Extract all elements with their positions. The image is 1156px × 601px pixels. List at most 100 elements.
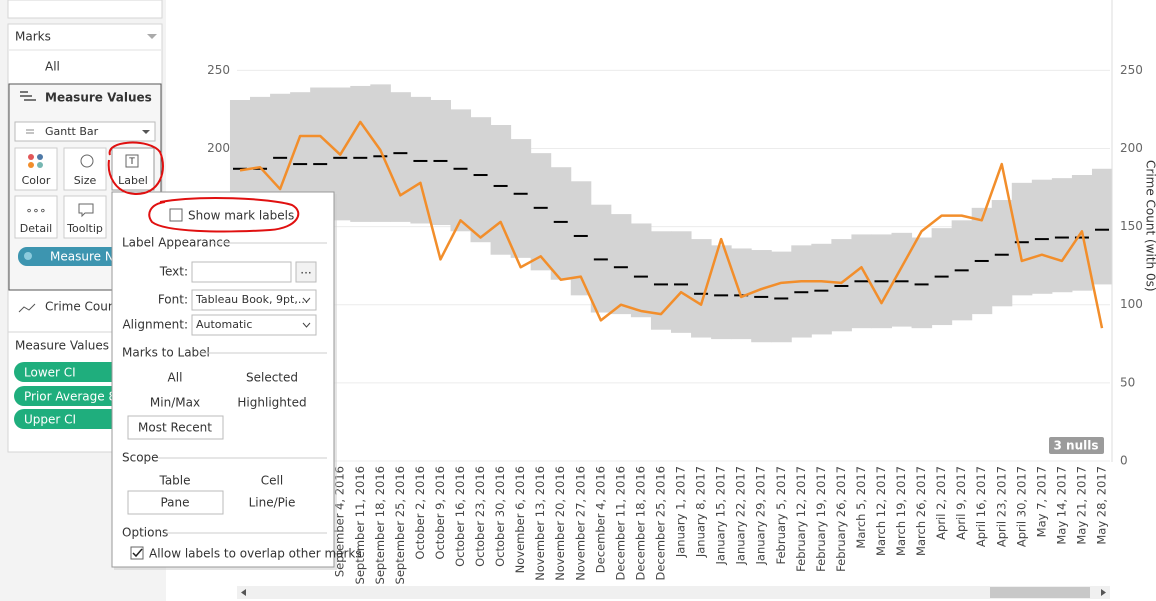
option[interactable]: Cell (261, 474, 283, 488)
y2-tick-label: 0 (1120, 454, 1128, 468)
x-tick-label: December 18, 2016 (633, 466, 647, 581)
y2-tick-label: 150 (1120, 219, 1143, 233)
scrollbar[interactable] (237, 586, 1110, 599)
alignment-dropdown[interactable] (191, 314, 317, 336)
allow-overlap[interactable]: Allow labels to overlap other marks (149, 547, 362, 561)
annotation (107, 141, 164, 196)
marks-dropdown[interactable] (147, 34, 157, 39)
icon (78, 203, 94, 218)
x-tick-label: October 9, 2016 (433, 466, 447, 560)
x-tick-label: December 11, 2016 (613, 466, 627, 581)
prior-average (353, 156, 368, 159)
font-dropdown[interactable] (191, 289, 317, 311)
x-tick-label: January 8, 2017 (694, 466, 708, 558)
option[interactable]: Table (158, 474, 190, 488)
x-tick-label: March 5, 2017 (854, 466, 868, 549)
ci-band (650, 231, 672, 330)
icon: T (128, 157, 135, 167)
prior-average (493, 184, 508, 187)
option-disabled: Line/Pie (249, 496, 296, 510)
prior-average (633, 275, 648, 278)
prior-average (533, 206, 548, 209)
dropdown-arrow (142, 130, 150, 134)
prior-average (613, 266, 628, 269)
prior-average (593, 258, 608, 261)
checkbox[interactable] (130, 546, 144, 560)
ci-band (550, 167, 572, 280)
prior-average (974, 259, 989, 262)
ci-band (510, 139, 532, 258)
ci-band (991, 200, 1013, 307)
ci-band (1051, 178, 1073, 293)
x-tick-label: October 30, 2016 (493, 466, 507, 567)
prior-average (954, 269, 969, 272)
ci-band (1091, 168, 1113, 285)
ci-band (350, 85, 371, 222)
ci-band (430, 100, 451, 226)
field-label: Text: (159, 265, 188, 279)
prior-average (413, 159, 428, 162)
ci-band (711, 245, 732, 340)
y2-tick-label: 200 (1120, 141, 1143, 155)
ci-band (691, 239, 712, 338)
text-field[interactable] (191, 261, 292, 283)
option-selected[interactable] (127, 415, 224, 440)
section: Options (122, 526, 168, 540)
ci-band (630, 223, 652, 318)
icon (80, 154, 94, 168)
icon: ∘∘∘ (26, 204, 47, 217)
section: Marks to Label (122, 346, 210, 360)
x-tick-label: November 27, 2016 (573, 466, 587, 581)
ci-band (470, 117, 492, 243)
ci-band (310, 87, 331, 210)
option[interactable]: Most Recent (138, 421, 212, 435)
x-tick-label: May 28, 2017 (1095, 466, 1109, 545)
prior-average (1014, 241, 1029, 244)
x-tick-label: February 19, 2017 (814, 466, 828, 572)
nulls-badge[interactable] (1049, 437, 1104, 454)
option[interactable]: All (168, 371, 183, 385)
tab-title[interactable]: Measure Values (45, 91, 152, 105)
option[interactable]: Pane (160, 496, 189, 510)
gantt-icon (26, 129, 34, 134)
x-tick-label: April 16, 2017 (974, 466, 988, 547)
label-popup: Show mark labels Label Appearance Text: … (111, 191, 362, 570)
card-top (7, 0, 163, 19)
x-tick-label: October 23, 2016 (473, 466, 487, 567)
ci-band (250, 96, 271, 211)
x-tick-label: February 12, 2017 (794, 466, 808, 572)
show-labels[interactable]: Show mark labels (188, 209, 294, 223)
ci-band (450, 109, 472, 232)
field-label: Font: (158, 293, 188, 307)
prior-average (754, 295, 769, 298)
scroll-thumb[interactable] (990, 587, 1090, 598)
ci-band (1031, 179, 1053, 294)
prior-average (453, 167, 468, 170)
detail-button[interactable] (14, 195, 58, 239)
option[interactable]: Highlighted (237, 396, 306, 410)
annotation (148, 197, 300, 233)
x-tick-label: March 26, 2017 (914, 466, 928, 556)
button-label: Detail (20, 222, 52, 235)
marks-all[interactable]: All (45, 60, 60, 74)
prior-average (694, 292, 709, 295)
mark-type: Gantt Bar (45, 125, 99, 138)
tooltip-button[interactable] (63, 195, 107, 239)
option-selected[interactable] (127, 490, 224, 515)
option[interactable]: Min/Max (150, 396, 200, 410)
color-button[interactable] (14, 147, 58, 191)
prior-average (1054, 236, 1069, 239)
x-tick-label: September 18, 2016 (373, 466, 387, 584)
pill-label: Measure N (50, 250, 114, 264)
text-button[interactable] (295, 261, 317, 283)
checkbox[interactable] (169, 208, 183, 222)
icon (28, 154, 34, 160)
crime-count-tab[interactable]: Crime Coun (45, 300, 115, 314)
marks-title: Marks (15, 30, 51, 44)
button-label: Label (118, 174, 148, 187)
option[interactable]: Selected (246, 371, 298, 385)
mark-type-dropdown[interactable] (14, 121, 156, 142)
x-tick-label: March 12, 2017 (874, 466, 888, 556)
prior-average (674, 283, 689, 286)
